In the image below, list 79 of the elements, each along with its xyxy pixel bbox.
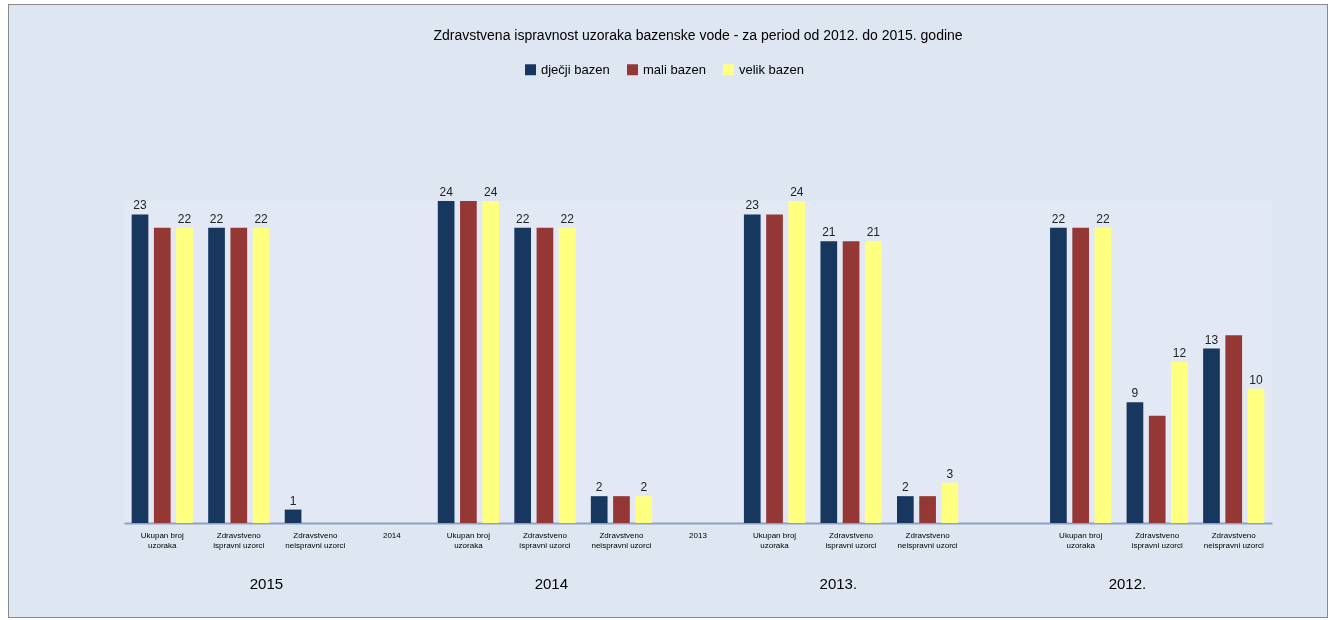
bar: [482, 201, 500, 523]
bar: [896, 496, 914, 523]
x-tick-label: Ukupan broj uzoraka: [140, 530, 185, 550]
bar: [1225, 335, 1243, 523]
text: 2015: [249, 575, 284, 592]
bar: [131, 214, 149, 523]
bar: [864, 241, 882, 523]
data-label: 23: [133, 198, 147, 213]
bar: [153, 227, 171, 523]
bar: [1094, 227, 1112, 523]
data-label: 22: [560, 211, 575, 226]
bar: [820, 241, 838, 523]
bar: [176, 227, 193, 523]
data-label: 23: [745, 198, 760, 213]
x-tick-label: 2013: [689, 530, 708, 540]
x-tick-label: Zdravstveno neispravni uzorci: [591, 530, 652, 550]
x-tick-label: Zdravstveno neispravni uzorci: [1203, 530, 1264, 550]
data-label: 2: [595, 480, 603, 495]
data-label: 22: [209, 211, 224, 226]
data-label: 21: [866, 225, 881, 240]
data-label: 3: [946, 466, 954, 481]
x-tick-label: Zdravstveno neispravni uzorci: [285, 530, 346, 550]
text: 2012.: [1108, 575, 1147, 592]
bar: [252, 227, 270, 523]
bar: [460, 201, 477, 523]
x-tick-label: Ukupan broj uzoraka: [752, 530, 797, 550]
bar: [230, 227, 248, 523]
bar: [1126, 402, 1144, 523]
bar: [1050, 227, 1067, 523]
x-tick-label: Zdravstveno ispravni uzorci: [213, 530, 265, 550]
data-label: 24: [439, 185, 454, 199]
x-tick-label: Zdravstveno neispravni uzorci: [897, 530, 958, 550]
data-label: 9: [1131, 386, 1139, 401]
bar: [766, 214, 783, 523]
x-tick-label: Zdravstveno ispravni uzorci: [519, 530, 571, 550]
x-tick-label: Ukupan broj uzoraka: [1059, 530, 1103, 550]
legend-label: velik bazen: [739, 61, 805, 77]
data-label: 2: [640, 480, 648, 495]
data-label: 21: [822, 225, 836, 240]
bar: [1203, 348, 1220, 523]
text: 2013.: [819, 575, 858, 592]
bar: [590, 496, 608, 523]
legend-label: dječji bazen: [541, 61, 610, 77]
bar: [613, 496, 630, 523]
data-label: 22: [1051, 211, 1066, 226]
bar: [514, 227, 532, 523]
x-tick-label: Ukupan broj uzoraka: [446, 530, 491, 550]
bar: [743, 214, 761, 523]
legend-label: mali bazen: [643, 61, 706, 77]
data-label: 22: [254, 211, 269, 226]
bar: [635, 496, 653, 523]
data-label: 22: [177, 211, 192, 226]
bar: [558, 227, 576, 523]
bar: [1247, 388, 1265, 523]
data-label: 22: [515, 211, 530, 226]
data-label: 13: [1204, 332, 1219, 347]
bar: [1171, 362, 1188, 523]
bar: [919, 496, 936, 523]
data-label: 12: [1172, 346, 1187, 360]
chart-title: Zdravstvena ispravnost uzoraka bazenske vode - za period od 2012. do 2015. godine: [433, 27, 963, 43]
bar: [208, 227, 225, 523]
bar: [284, 509, 302, 523]
data-label: 2: [901, 480, 909, 495]
bar: [842, 241, 860, 523]
bar: [536, 227, 554, 523]
x-tick-label: 2014: [382, 530, 402, 540]
data-label: 22: [1096, 211, 1110, 226]
bar: [437, 201, 455, 523]
data-label: 10: [1249, 372, 1263, 387]
bar: [1148, 415, 1166, 523]
data-label: 1: [289, 493, 297, 508]
bar: [1072, 227, 1090, 523]
data-label: 24: [790, 185, 804, 199]
x-tick-label: Zdravstveno ispravni uzorci: [825, 530, 877, 550]
bar: [941, 482, 959, 523]
bar: [788, 201, 806, 523]
text: 2014: [534, 575, 569, 592]
x-tick-label: Zdravstveno ispravni uzorci: [1131, 530, 1183, 550]
data-label: 24: [483, 185, 498, 199]
